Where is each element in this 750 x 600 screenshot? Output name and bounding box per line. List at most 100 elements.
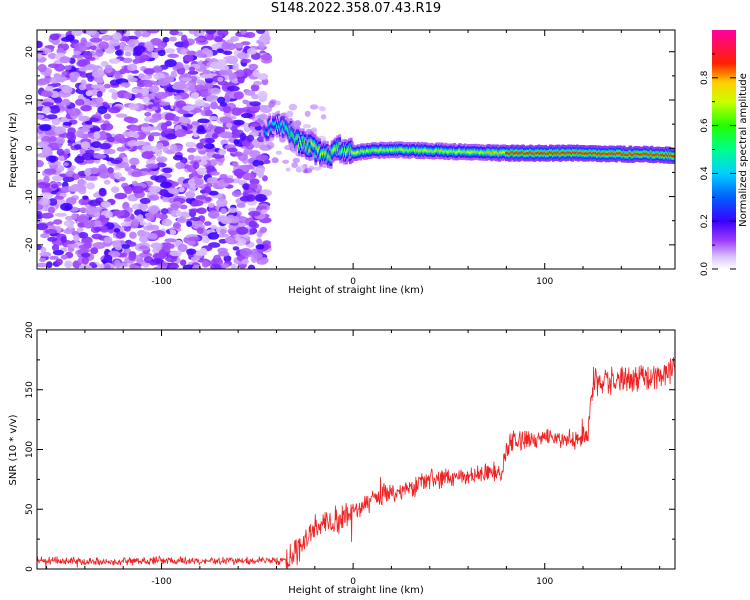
- spectrogram-cell: [317, 106, 326, 111]
- spectrogram-cell: [254, 194, 267, 202]
- spectrogram-cell: [249, 227, 257, 235]
- spectrogram-cell: [255, 244, 265, 250]
- spectrogram-cell: [211, 43, 219, 50]
- spectrogram-cell: [162, 36, 170, 43]
- x-tick-label: -100: [151, 277, 172, 287]
- spectrogram-cell: [40, 90, 54, 97]
- spectrogram-cell: [149, 118, 159, 123]
- spectrogram-cell: [249, 101, 261, 107]
- spectrogram-cell: [142, 96, 150, 104]
- spectrogram-cell: [120, 82, 131, 87]
- spectrogram-cell: [208, 116, 219, 121]
- spectrogram-cell: [103, 236, 113, 244]
- spectrogram-cell: [49, 255, 59, 260]
- spectrogram-cell: [40, 212, 54, 219]
- spectrogram-cell: [84, 175, 97, 181]
- spectrogram-cell: [194, 37, 206, 42]
- spectrogram-cell: [145, 213, 155, 221]
- spectrogram-cell: [219, 174, 226, 179]
- spectrogram-cell: [126, 117, 139, 124]
- spectrogram-cell: [130, 124, 139, 132]
- spectrogram-cell: [233, 139, 240, 145]
- spectrogram-cell: [242, 172, 254, 181]
- y-tick-label: 200: [25, 321, 35, 338]
- spectrogram-cell: [216, 48, 224, 53]
- spectrogram-cell: [165, 133, 178, 140]
- x-tick-label: 0: [350, 277, 356, 287]
- spectrogram-cell: [309, 104, 319, 110]
- spectrogram-cell: [111, 92, 118, 100]
- spectrogram-cell: [152, 65, 163, 73]
- spectrogram-cell: [311, 127, 318, 132]
- spectrogram-cell: [78, 244, 92, 250]
- spectrogram-cell: [162, 196, 171, 203]
- colorbar-gradient: [712, 30, 736, 269]
- spectrogram-cell: [164, 238, 177, 243]
- spectrogram-cell: [40, 233, 50, 239]
- spectrogram-cell: [248, 220, 258, 228]
- spectrogram-cell: [129, 157, 140, 166]
- x-tick-label: 100: [536, 277, 553, 287]
- spectrogram-cell: [157, 77, 170, 87]
- spectrogram-cell: [242, 192, 249, 197]
- spectrogram-cell: [135, 92, 143, 98]
- spectrogram-cell: [188, 66, 196, 72]
- spectrogram-cell: [37, 40, 43, 48]
- spectrogram-cell: [112, 32, 122, 41]
- spectrogram-cell: [146, 46, 154, 52]
- spectrogram-cell: [82, 195, 89, 200]
- spectrogram-cell: [85, 149, 95, 155]
- spectrogram-cell: [285, 111, 293, 118]
- spectrogram-cell: [47, 206, 56, 214]
- spectrogram-cell: [114, 192, 128, 200]
- spectrogram-cell: [294, 120, 302, 127]
- spectrogram-cell: [282, 159, 290, 164]
- spectrogram-cell: [232, 62, 239, 71]
- spectrogram-cell: [77, 215, 90, 224]
- spectrogram-cell: [248, 183, 258, 191]
- spectrogram-cell: [204, 221, 212, 226]
- spectrogram-cell: [186, 147, 197, 153]
- spectrogram-cell: [211, 133, 219, 139]
- spectrogram-cell: [320, 114, 327, 120]
- spectrogram-cell: [169, 229, 177, 236]
- spectrogram-cell: [187, 178, 197, 187]
- spectrogram-cell: [223, 56, 234, 61]
- spectrogram-cell: [48, 198, 58, 206]
- spectrogram-cell: [93, 153, 107, 159]
- y-tick-label: 0: [25, 145, 35, 151]
- spectrogram-cell: [174, 95, 182, 101]
- spectrogram-cell: [177, 243, 188, 253]
- spectrogram-cell: [148, 194, 160, 201]
- spectrogram-cell: [160, 208, 169, 215]
- spectrogram-cell: [288, 103, 298, 111]
- spectrogram-cell: [121, 57, 133, 63]
- spectrogram-cell: [257, 90, 268, 100]
- spectrogram-cell: [37, 203, 44, 211]
- spectrogram-cell: [258, 41, 265, 50]
- spectrogram-cell: [139, 197, 151, 204]
- spectrogram-cell: [252, 69, 261, 77]
- y-tick-label: -20: [25, 237, 35, 252]
- spectrogram-cell: [131, 88, 140, 93]
- spectrogram-cell: [40, 146, 52, 152]
- spectrogram-cell: [232, 161, 239, 168]
- spectrogram-cell: [94, 226, 102, 232]
- spectrogram-cell: [185, 141, 196, 148]
- spectrogram-cell: [186, 248, 197, 255]
- spectrogram-cell: [244, 31, 256, 39]
- spectrogram-cell: [271, 157, 279, 164]
- spectrogram-cell: [196, 142, 204, 149]
- spectrogram-cell: [133, 45, 146, 54]
- spectrogram-cell: [168, 243, 175, 249]
- spectrogram-cell: [141, 122, 150, 128]
- spectrogram-cell: [56, 47, 65, 54]
- spectrogram-cell: [218, 69, 227, 75]
- spectrogram-cell: [85, 206, 98, 215]
- spectrogram-cell: [143, 68, 155, 75]
- spectrogram-cell: [219, 263, 230, 269]
- spectrogram-cell: [90, 84, 104, 89]
- spectrogram-cell: [59, 56, 71, 64]
- spectrogram-cell: [196, 79, 205, 85]
- spectrogram-cell: [48, 135, 57, 142]
